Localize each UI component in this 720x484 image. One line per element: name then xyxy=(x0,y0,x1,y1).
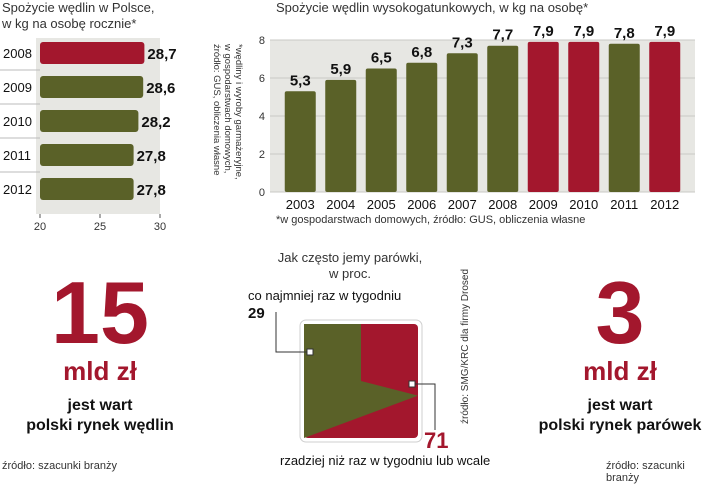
side-note-line3: źródło: GUS, obliczenia własne xyxy=(211,44,222,175)
pie-value-b: 71 xyxy=(424,428,449,453)
chart2-category-2009: 2009 xyxy=(529,197,558,212)
chart1-category-2012: 2012 xyxy=(3,182,32,197)
pie-side-source-text: źródło: SMG/KRC dla firmy Drosed xyxy=(460,269,471,424)
pie-leader-a xyxy=(275,312,310,353)
chart2-category-2006: 2006 xyxy=(407,197,436,212)
chart1-title-line1: Spożycie wędlin w Polsce, xyxy=(2,0,155,15)
chart2-bar-2003 xyxy=(284,91,316,192)
pie-value-a: 29 xyxy=(248,305,265,322)
pie-leader-b xyxy=(412,383,436,430)
pie-title-line2: w proc. xyxy=(329,266,371,281)
chart1-value-label-2010: 28,2 xyxy=(141,114,170,131)
pie-marker-a xyxy=(306,348,314,356)
chart1-bar-2011 xyxy=(40,144,134,166)
chart2-value-label-2012: 7,9 xyxy=(654,23,675,40)
chart2-bar-2011 xyxy=(608,43,640,192)
chart2-value-label-2010: 7,9 xyxy=(573,23,594,40)
chart2-ytick-label: 0 xyxy=(259,187,265,199)
chart1-value-label-2012: 27,8 xyxy=(137,182,166,199)
chart2-value-label-2004: 5,9 xyxy=(330,61,351,78)
chart1-side-note: *wędliny i wyroby garmażeryjne, w gospod… xyxy=(196,40,244,230)
chart2-category-2010: 2010 xyxy=(569,197,598,212)
chart2-value-label-2007: 7,3 xyxy=(452,34,473,51)
chart2-value-label-2009: 7,9 xyxy=(533,23,554,40)
chart2-bar-2012 xyxy=(649,41,681,193)
right-stat-caption-line1: jest wart xyxy=(587,397,653,414)
chart2-value-label-2003: 5,3 xyxy=(290,72,311,89)
chart2-bar-2006 xyxy=(406,62,438,192)
right-stat-unit: mld zł xyxy=(583,356,657,386)
chart1-bar-2008 xyxy=(40,42,145,64)
right-stat-caption-line2: polski rynek parówek xyxy=(538,417,702,434)
pie-slice-a xyxy=(304,324,418,438)
chart2-category-2012: 2012 xyxy=(650,197,679,212)
chart1-value-label-2011: 27,8 xyxy=(137,148,166,165)
chart1-bar-2010 xyxy=(40,110,139,132)
chart2-bar-2004 xyxy=(325,79,357,192)
pie-chart xyxy=(275,312,436,443)
chart2-vbar: 0 2 4 6 8 5,3 2003 5,9 2004 6,5 2005 6,8 2006 7,3 2007… xyxy=(259,23,695,212)
right-stat-source: źródło: szacunki branży xyxy=(606,460,685,484)
chart2-bar-2007 xyxy=(446,53,478,192)
chart2-category-2003: 2003 xyxy=(286,197,315,212)
chart2-category-2008: 2008 xyxy=(488,197,517,212)
chart2-category-2007: 2007 xyxy=(448,197,477,212)
pie-side-source: źródło: SMG/KRC dla firmy Drosed xyxy=(456,248,472,428)
left-stat-unit: mld zł xyxy=(63,356,137,386)
chart2-bar-2005 xyxy=(365,68,397,192)
chart2-title: Spożycie wędlin wysokogatunkowych, w kg … xyxy=(276,0,589,15)
chart1-category-2008: 2008 xyxy=(3,46,32,61)
pie-label-a: co najmniej raz w tygodniu xyxy=(248,288,402,303)
chart1-xtick-label: 20 xyxy=(34,221,46,233)
chart2-ytick-label: 6 xyxy=(259,73,265,85)
chart2-bar-2008 xyxy=(487,45,519,193)
pie-label-b: rzadziej niż raz w tygodniu lub wcale xyxy=(280,453,491,468)
chart1-value-label-2008: 28,7 xyxy=(147,46,176,63)
chart2-footnote: *w gospodarstwach domowych, źródło: GUS,… xyxy=(276,214,586,226)
pie-title-line1: Jak często jemy parówki, xyxy=(277,250,423,265)
side-note-line1: *wędliny i wyroby garmażeryjne, xyxy=(233,44,244,180)
chart1-category-2009: 2009 xyxy=(3,80,32,95)
chart2-ytick-label: 2 xyxy=(259,149,265,161)
chart1-category-2011: 2011 xyxy=(3,148,31,163)
chart2-category-2004: 2004 xyxy=(326,197,355,212)
chart2-bar-2010 xyxy=(568,41,600,193)
left-stat-source: źródło: szacunki branży xyxy=(2,460,117,472)
chart1-xtick-label: 25 xyxy=(94,221,106,233)
chart2-value-label-2011: 7,8 xyxy=(614,25,635,42)
pie-title: Jak często jemy parówki, w proc. xyxy=(250,250,450,282)
chart2-value-label-2008: 7,7 xyxy=(492,27,513,44)
right-stat-number: 3 xyxy=(595,263,645,362)
left-stat-caption-line1: jest wart xyxy=(67,397,133,414)
chart1-title-line2: w kg na osobę rocznie* xyxy=(2,16,137,31)
chart1-bar-2009 xyxy=(40,76,144,98)
left-stat-caption-line2: polski rynek wędlin xyxy=(26,417,174,434)
chart2-ytick-label: 4 xyxy=(259,111,265,123)
left-stat-number: 15 xyxy=(51,263,149,362)
chart1-value-label-2009: 28,6 xyxy=(146,80,175,97)
chart2-value-label-2005: 6,5 xyxy=(371,50,392,67)
chart1-xtick-label: 30 xyxy=(154,221,166,233)
side-note-line2: w gospodarstwach domowych, xyxy=(222,43,233,173)
chart2-category-2011: 2011 xyxy=(610,197,638,212)
chart1-bar-2012 xyxy=(40,178,134,200)
chart2-bar-2009 xyxy=(527,41,559,193)
pie-marker-b xyxy=(408,380,416,388)
chart2-ytick-label: 8 xyxy=(259,35,265,47)
chart2-value-label-2006: 6,8 xyxy=(411,44,432,61)
chart1-hbar: 2008 28,7 2009 28,6 2010 28,2 2011 27,8 2012 27,8… xyxy=(0,38,177,233)
chart1-category-2010: 2010 xyxy=(3,114,32,129)
chart2-category-2005: 2005 xyxy=(367,197,396,212)
